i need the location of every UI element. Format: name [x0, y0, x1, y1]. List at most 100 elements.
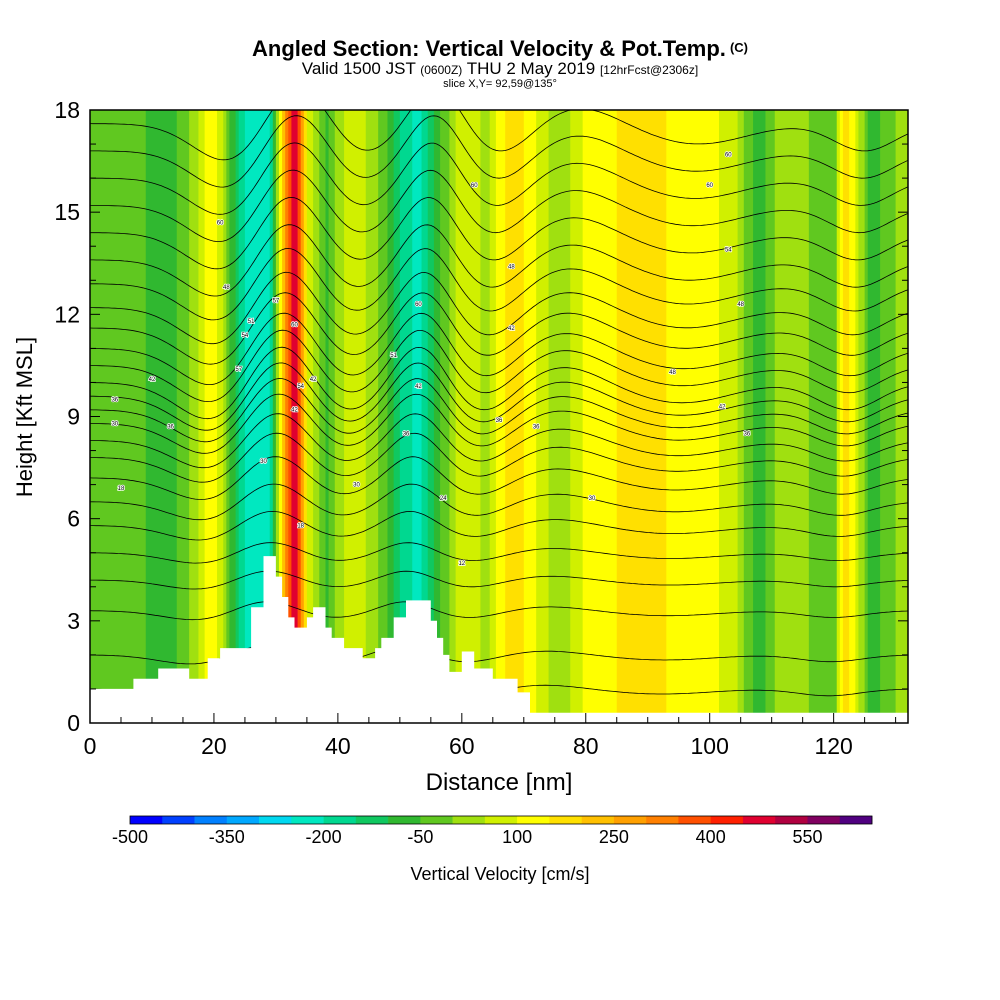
velocity-band	[653, 110, 658, 723]
velocity-band	[573, 110, 578, 723]
velocity-band	[279, 110, 283, 723]
velocity-band	[666, 110, 671, 723]
velocity-band	[443, 110, 447, 723]
theta-contour	[90, 432, 908, 483]
velocity-band	[102, 110, 107, 723]
velocity-band	[213, 110, 218, 723]
theta-contour	[90, 292, 908, 365]
colorbar-frame	[129, 815, 873, 825]
contour-label: 42	[508, 326, 515, 332]
theta-contour	[90, 393, 908, 454]
colorbar-tick-label: 100	[502, 827, 532, 847]
velocity-band	[697, 110, 702, 723]
velocity-band	[232, 110, 237, 723]
velocity-band	[805, 110, 810, 723]
velocity-band	[371, 110, 376, 723]
velocity-band	[610, 110, 615, 723]
velocity-band	[306, 110, 311, 723]
velocity-band	[396, 110, 401, 723]
colorbar-tick-label: 250	[599, 827, 629, 847]
colorbar	[129, 815, 873, 825]
contour-label: 36	[496, 418, 503, 424]
velocity-band	[390, 110, 395, 723]
velocity-band	[765, 110, 770, 723]
velocity-band	[660, 110, 664, 723]
velocity-band	[241, 110, 246, 723]
velocity-band	[870, 110, 875, 723]
velocity-band	[148, 110, 153, 723]
colorbar-tick-label: -350	[209, 827, 245, 847]
velocity-band	[350, 110, 354, 723]
velocity-band	[774, 110, 779, 723]
colorbar-swatch	[388, 816, 421, 824]
velocity-band	[520, 110, 525, 723]
velocity-band	[585, 110, 590, 723]
velocity-band	[827, 110, 832, 723]
velocity-band	[424, 110, 429, 723]
velocity-band	[595, 110, 599, 723]
valid-utc: (0600Z)	[420, 63, 463, 77]
velocity-band	[877, 110, 881, 723]
velocity-band	[638, 110, 643, 723]
theta-contour	[90, 378, 908, 443]
velocity-band	[821, 110, 825, 723]
velocity-band	[793, 110, 798, 723]
velocity-band	[384, 110, 389, 723]
colorbar-tick-label: 550	[792, 827, 822, 847]
velocity-band	[452, 110, 457, 723]
velocity-band	[784, 110, 788, 723]
contour-label: 18	[297, 523, 304, 529]
velocity-band	[542, 110, 547, 723]
velocity-band	[458, 110, 463, 723]
velocity-band	[567, 110, 571, 723]
velocity-band	[437, 110, 441, 723]
velocity-band	[650, 110, 655, 723]
velocity-band	[626, 110, 630, 723]
velocity-band	[483, 110, 488, 723]
velocity-band	[294, 110, 299, 723]
velocity-band	[712, 110, 717, 723]
colorbar-swatch	[807, 816, 841, 824]
velocity-band	[681, 110, 686, 723]
contour-label: 36	[533, 425, 540, 431]
velocity-band	[322, 110, 327, 723]
contour-label: 12	[458, 561, 465, 567]
velocity-band	[220, 110, 224, 723]
colorbar-swatch	[130, 816, 163, 824]
contour-label: 36	[403, 432, 410, 438]
velocity-band	[365, 110, 370, 723]
velocity-band	[275, 110, 280, 723]
contour-label: 36	[111, 397, 118, 403]
velocity-band	[461, 110, 466, 723]
velocity-band	[694, 110, 698, 723]
velocity-band	[468, 110, 472, 723]
colorbar-swatch	[646, 816, 679, 824]
velocity-band	[477, 110, 482, 723]
velocity-band	[740, 110, 745, 723]
velocity-band	[855, 110, 860, 723]
velocity-band	[316, 110, 320, 723]
velocity-band	[313, 110, 317, 723]
theta-contour	[90, 224, 908, 297]
velocity-band	[762, 110, 767, 723]
velocity-band	[164, 110, 169, 723]
velocity-band	[715, 110, 720, 723]
velocity-band	[282, 110, 286, 723]
velocity-band	[359, 110, 364, 723]
velocity-band	[601, 110, 605, 723]
y-tick-label: 0	[67, 710, 80, 736]
terrain	[90, 556, 908, 723]
velocity-band	[892, 110, 897, 723]
velocity-band	[204, 110, 209, 723]
velocity-band	[464, 110, 469, 723]
velocity-band	[223, 110, 227, 723]
theta-contour	[90, 456, 908, 500]
y-axis-label: Height [Kft MSL]	[12, 337, 37, 497]
velocity-band	[117, 110, 122, 723]
velocity-band	[663, 110, 667, 723]
velocity-band	[446, 110, 451, 723]
velocity-band	[864, 110, 869, 723]
velocity-band	[551, 110, 556, 723]
